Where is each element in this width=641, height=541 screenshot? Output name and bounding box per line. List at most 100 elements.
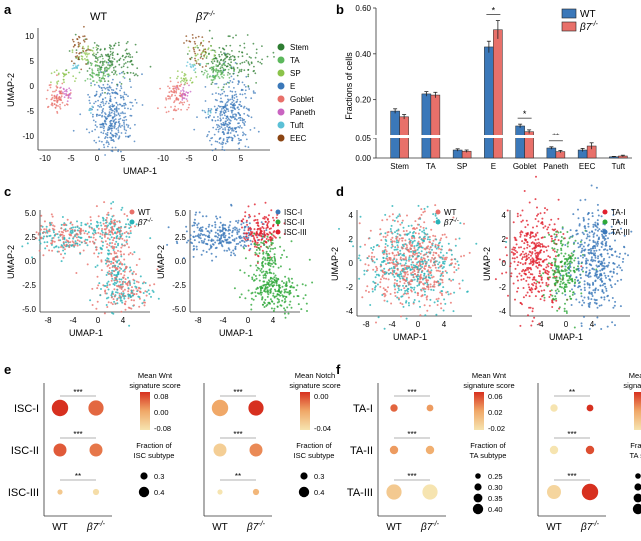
umap-point xyxy=(579,199,582,202)
umap-point-e xyxy=(211,93,214,95)
umap-point-e xyxy=(124,112,126,115)
umap-point xyxy=(439,251,442,254)
umap-point xyxy=(234,247,237,250)
umap-point-e xyxy=(117,129,120,132)
umap-point xyxy=(528,271,531,274)
umap-point xyxy=(542,268,545,271)
umap-point-stem xyxy=(236,67,239,69)
panel-b-legend: WT β7-/- xyxy=(561,8,599,33)
umap-point xyxy=(80,224,83,227)
umap-point-e xyxy=(119,81,121,84)
umap-point xyxy=(116,220,119,223)
umap-point-sp xyxy=(169,77,172,79)
umap-point xyxy=(111,242,114,244)
umap-point xyxy=(258,247,261,250)
umap-point-stem xyxy=(127,55,130,58)
umap-point xyxy=(408,265,410,268)
umap-point xyxy=(597,255,600,258)
umap-point xyxy=(120,229,122,232)
umap-point-paneth xyxy=(185,91,188,93)
umap-point xyxy=(521,240,524,243)
umap-point-stem xyxy=(124,49,127,52)
umap-point xyxy=(407,249,410,251)
umap-point xyxy=(552,249,555,251)
umap-point xyxy=(544,225,547,228)
umap-point xyxy=(108,260,111,263)
umap-point xyxy=(590,256,593,259)
umap-point xyxy=(405,317,408,320)
umap-point-goblet xyxy=(45,97,48,100)
umap-point xyxy=(556,265,559,268)
umap-point xyxy=(409,231,412,234)
tick: 0 xyxy=(246,316,251,325)
legend-label: WT xyxy=(138,208,151,217)
umap-point xyxy=(387,286,389,289)
umap-point-goblet xyxy=(183,101,186,104)
umap-point-e xyxy=(113,112,116,115)
umap-point xyxy=(374,276,377,279)
umap-point xyxy=(112,257,115,260)
umap-point-stem xyxy=(120,83,123,85)
umap-point-stem xyxy=(113,44,115,47)
umap-point xyxy=(270,280,273,283)
umap-point-goblet xyxy=(177,108,180,110)
umap-point xyxy=(88,235,91,238)
umap-point xyxy=(265,227,268,230)
umap-point xyxy=(562,287,565,290)
umap-point xyxy=(383,292,386,295)
umap-point-e xyxy=(106,83,109,86)
umap-point xyxy=(116,256,119,259)
umap-point-e xyxy=(111,146,114,149)
umap-point-goblet xyxy=(182,103,184,106)
umap-point xyxy=(288,268,291,271)
umap-point xyxy=(545,266,548,269)
umap-point xyxy=(425,251,428,254)
umap-point xyxy=(410,263,413,266)
umap-point-stem xyxy=(96,51,99,54)
umap-point xyxy=(263,244,265,246)
umap-point xyxy=(107,301,110,304)
umap-point-e xyxy=(79,113,82,116)
umap-point xyxy=(434,266,437,269)
umap-point xyxy=(283,312,286,315)
umap-point xyxy=(131,253,134,256)
umap-point xyxy=(124,308,127,311)
umap-point-e xyxy=(114,96,117,99)
umap-point xyxy=(274,290,277,293)
umap-point xyxy=(540,276,543,279)
umap-point-e xyxy=(229,132,232,134)
umap-point-e xyxy=(243,133,245,135)
umap-point-e xyxy=(99,126,102,129)
umap-point-stem xyxy=(104,47,106,50)
umap-point xyxy=(52,231,55,234)
umap-point xyxy=(66,229,69,232)
umap-point xyxy=(133,251,136,254)
umap-point xyxy=(562,237,565,240)
umap-point-stem xyxy=(227,71,230,74)
panel-c-legend: WT β7-/- ISC-I ISC-II ISC-III xyxy=(129,208,307,237)
umap-point xyxy=(228,248,231,251)
tick: 0 xyxy=(30,82,35,91)
umap-point xyxy=(75,236,78,239)
umap-point xyxy=(277,278,280,281)
umap-point xyxy=(266,259,269,262)
umap-point xyxy=(125,235,128,238)
umap-point xyxy=(591,260,594,263)
umap-point-e xyxy=(235,113,238,116)
umap-point-eec xyxy=(77,56,80,59)
legend-dot-isc3 xyxy=(275,229,281,235)
umap-point xyxy=(454,238,457,241)
umap-point xyxy=(285,281,288,284)
umap-point xyxy=(218,237,221,240)
umap-point-e xyxy=(232,129,235,132)
umap-point-goblet xyxy=(53,97,56,99)
umap-point xyxy=(395,282,398,285)
umap-point xyxy=(427,286,430,289)
umap-point-stem xyxy=(124,62,127,64)
umap-point xyxy=(104,289,107,292)
umap-point xyxy=(123,253,125,256)
umap-point xyxy=(435,313,438,316)
umap-point-ta xyxy=(227,68,230,71)
tick: 4 xyxy=(121,316,126,325)
umap-point-e xyxy=(220,108,223,110)
